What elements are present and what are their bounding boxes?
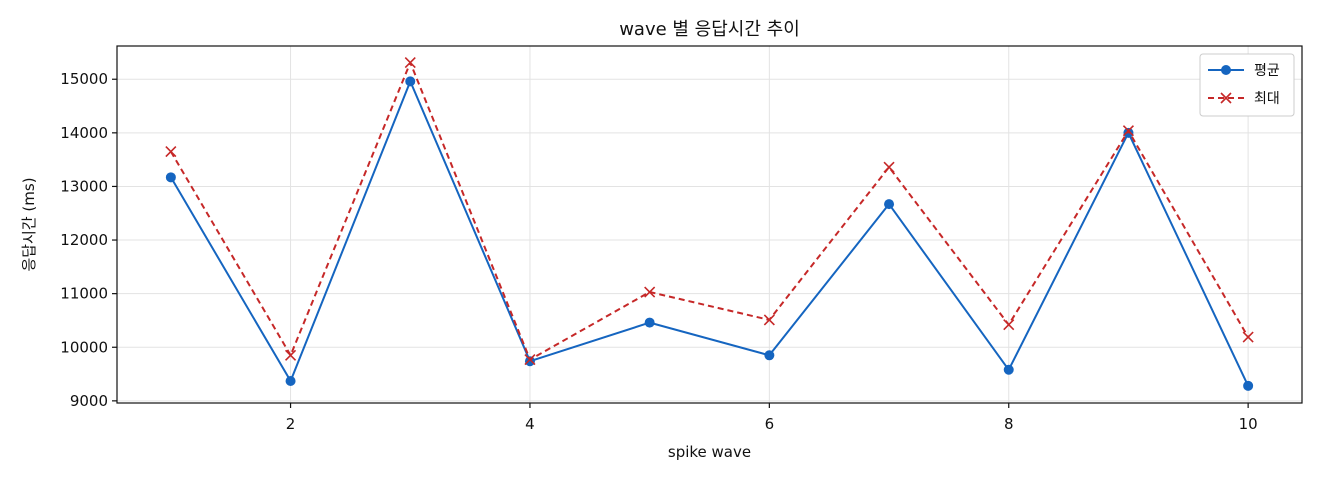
legend-box xyxy=(1199,53,1295,117)
data-point xyxy=(764,350,775,361)
legend-label: 최대 xyxy=(1254,91,1280,107)
x-tick-label: 8 xyxy=(1004,415,1014,433)
y-tick-label: 13000 xyxy=(60,177,108,195)
x-tick-label: 2 xyxy=(286,415,296,433)
legend-label: 평균 xyxy=(1254,63,1280,79)
data-point xyxy=(884,199,895,210)
series-line xyxy=(170,61,1249,361)
data-point xyxy=(405,76,416,87)
x-tick-label: 6 xyxy=(765,415,775,433)
series-line xyxy=(170,80,1250,387)
data-point xyxy=(883,161,895,173)
data-point xyxy=(1122,125,1135,137)
data-point xyxy=(644,286,656,298)
series-layer xyxy=(165,57,1254,391)
y-tick-label: 12000 xyxy=(60,231,108,249)
data-point xyxy=(404,57,416,69)
legend-marker xyxy=(1221,65,1231,75)
y-tick-label: 10000 xyxy=(60,338,108,356)
data-point xyxy=(1243,380,1254,391)
y-tick-label: 14000 xyxy=(60,124,108,142)
data-point xyxy=(763,314,775,326)
axis-ticks: 2 4 6 8 10 9000 10000 11000 12000 13000 14000 15000 xyxy=(60,70,1257,433)
chart-title: wave 별 응답시간 추이 xyxy=(619,19,800,40)
y-tick-label: 11000 xyxy=(60,285,108,303)
series-평균 xyxy=(165,76,1254,391)
data-point xyxy=(1242,331,1254,343)
data-point xyxy=(285,376,296,387)
data-point xyxy=(1123,127,1134,138)
legend-marker xyxy=(1220,92,1232,104)
data-point xyxy=(165,172,176,183)
grid xyxy=(117,46,1302,403)
plot-area-frame xyxy=(116,45,1303,404)
data-point xyxy=(644,317,655,328)
y-tick-label: 9000 xyxy=(70,392,108,410)
x-tick-label: 4 xyxy=(525,415,535,433)
data-point xyxy=(1003,364,1014,375)
data-point xyxy=(524,354,536,366)
series-최대 xyxy=(165,57,1254,366)
data-point xyxy=(284,349,297,361)
y-axis-label: 응답시간 (ms) xyxy=(20,177,38,271)
data-point xyxy=(165,146,177,158)
y-tick-label: 15000 xyxy=(60,70,108,88)
data-point xyxy=(1003,319,1015,331)
x-tick-label: 10 xyxy=(1239,415,1258,433)
x-axis-label: spike wave xyxy=(668,443,751,461)
